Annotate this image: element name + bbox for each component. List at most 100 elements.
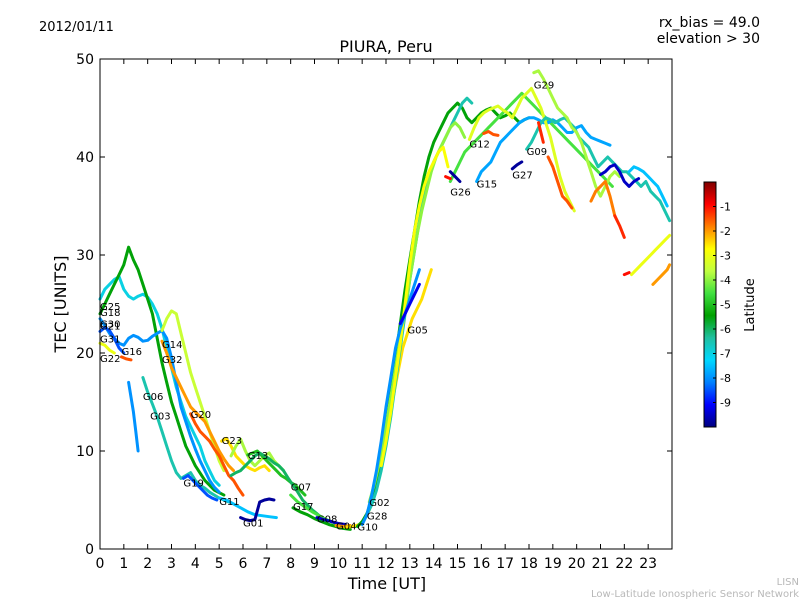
satellite-label: G14 <box>162 340 182 351</box>
series-line <box>160 339 235 473</box>
satellite-label: G29 <box>534 81 554 92</box>
satellite-label: G13 <box>248 451 268 462</box>
series-line <box>546 155 574 210</box>
series-line <box>379 145 450 468</box>
colorbar-tick-label: -7 <box>720 348 731 361</box>
satellite-label: G28 <box>367 512 387 523</box>
series-line <box>589 180 617 218</box>
x-tick-label: 4 <box>191 556 200 572</box>
series-line <box>622 271 631 277</box>
x-tick-label: 20 <box>568 556 586 572</box>
x-tick-label: 14 <box>425 556 443 572</box>
x-tick-label: 6 <box>239 556 248 572</box>
rx-bias-label: rx_bias = 49.0 <box>659 15 760 31</box>
x-tick-label: 22 <box>615 556 633 572</box>
satellite-label: G32 <box>162 355 182 366</box>
y-tick-label: 20 <box>76 346 94 362</box>
colorbar: -1 -2 -3 -4 -5 -6 -7 -8 -9 <box>703 181 731 428</box>
x-tick-label: 9 <box>310 556 319 572</box>
colorbar-label: Latitude <box>743 278 758 332</box>
series-line <box>98 275 221 487</box>
series-line <box>246 449 307 497</box>
satellite-label: G10 <box>357 523 377 534</box>
satellite-label: G31 <box>100 334 120 345</box>
satellite-label: G05 <box>407 326 427 337</box>
x-tick-label: 7 <box>262 556 271 572</box>
series-line <box>98 341 116 355</box>
series-line <box>229 451 328 522</box>
satellite-label: G21 <box>100 322 120 333</box>
satellite-label: G12 <box>469 139 489 150</box>
satellite-label: G03 <box>150 412 170 423</box>
data-marks <box>98 69 672 531</box>
x-tick-label: 8 <box>286 556 295 572</box>
colorbar-tick-label: -8 <box>720 372 731 385</box>
footer-org-short: LISN <box>777 577 799 588</box>
satellite-label: G17 <box>293 502 313 513</box>
date-label: 2012/01/11 <box>39 20 114 35</box>
colorbar-tick-label: -6 <box>720 323 731 336</box>
satellite-label: G22 <box>100 354 120 365</box>
x-tick-label: 1 <box>119 556 128 572</box>
series-line <box>160 309 226 473</box>
satellite-label: G01 <box>243 519 263 530</box>
y-axis-label: TEC [UNITS] <box>51 256 70 354</box>
y-tick-label: 10 <box>76 444 94 460</box>
series-line <box>627 165 669 208</box>
y-tick-label: 40 <box>76 150 94 166</box>
x-axis-label: Time [UT] <box>347 574 426 593</box>
series-line <box>98 317 221 494</box>
satellite-label: G20 <box>191 410 211 421</box>
series-line <box>291 506 352 531</box>
x-tick-label: 11 <box>353 556 371 572</box>
satellite-label: G23 <box>222 436 242 447</box>
satellite-label: G27 <box>512 171 532 182</box>
series-line <box>448 170 462 183</box>
x-tick-label: 12 <box>377 556 395 572</box>
series-line <box>475 116 612 183</box>
series-line <box>467 86 576 213</box>
x-tick-label: 16 <box>472 556 490 572</box>
series-line <box>525 116 672 223</box>
y-tick-label: 0 <box>85 542 94 558</box>
series-line <box>189 412 245 497</box>
series-line <box>239 497 276 523</box>
series-line <box>360 268 421 526</box>
series-line <box>127 380 140 453</box>
x-tick-label: 5 <box>215 556 224 572</box>
chart-title: PIURA, Peru <box>339 37 432 56</box>
series-line <box>120 355 133 362</box>
x-tick-label: 23 <box>639 556 657 572</box>
series-line <box>537 121 545 144</box>
series-line <box>482 130 500 137</box>
series-line <box>398 282 421 326</box>
colorbar-tick-label: -5 <box>720 299 731 312</box>
satellite-label: G15 <box>477 180 497 191</box>
series-line <box>444 175 452 181</box>
colorbar-tick-label: -1 <box>720 201 731 214</box>
x-tick-label: 13 <box>401 556 419 572</box>
x-tick-label: 15 <box>449 556 467 572</box>
series-line <box>599 163 641 188</box>
series-line <box>613 214 626 239</box>
colorbar-tick-label: -2 <box>720 225 731 238</box>
footer-org-long: Low-Latitude Ionospheric Sensor Network <box>591 589 799 600</box>
x-tick-label: 3 <box>167 556 176 572</box>
y-tick-label: 30 <box>76 248 94 264</box>
series-line <box>630 233 672 277</box>
satellite-label: G11 <box>219 497 239 508</box>
colorbar-tick-label: -4 <box>720 274 731 287</box>
series-line <box>651 263 672 286</box>
satellite-label: G06 <box>143 392 163 403</box>
series-line <box>181 474 219 502</box>
satellite-label: G26 <box>450 187 470 198</box>
axes: 0 1 2 3 4 5 6 7 8 9 10 11 12 13 14 15 16 17 18 19 20 21 22 2301… <box>76 52 672 572</box>
series-line <box>217 496 278 520</box>
x-tick-label: 19 <box>544 556 562 572</box>
satellite-label: G25 <box>100 302 120 313</box>
series-line <box>98 326 126 355</box>
satellite-label: G09 <box>527 147 547 158</box>
satellite-label: G04 <box>336 522 356 533</box>
